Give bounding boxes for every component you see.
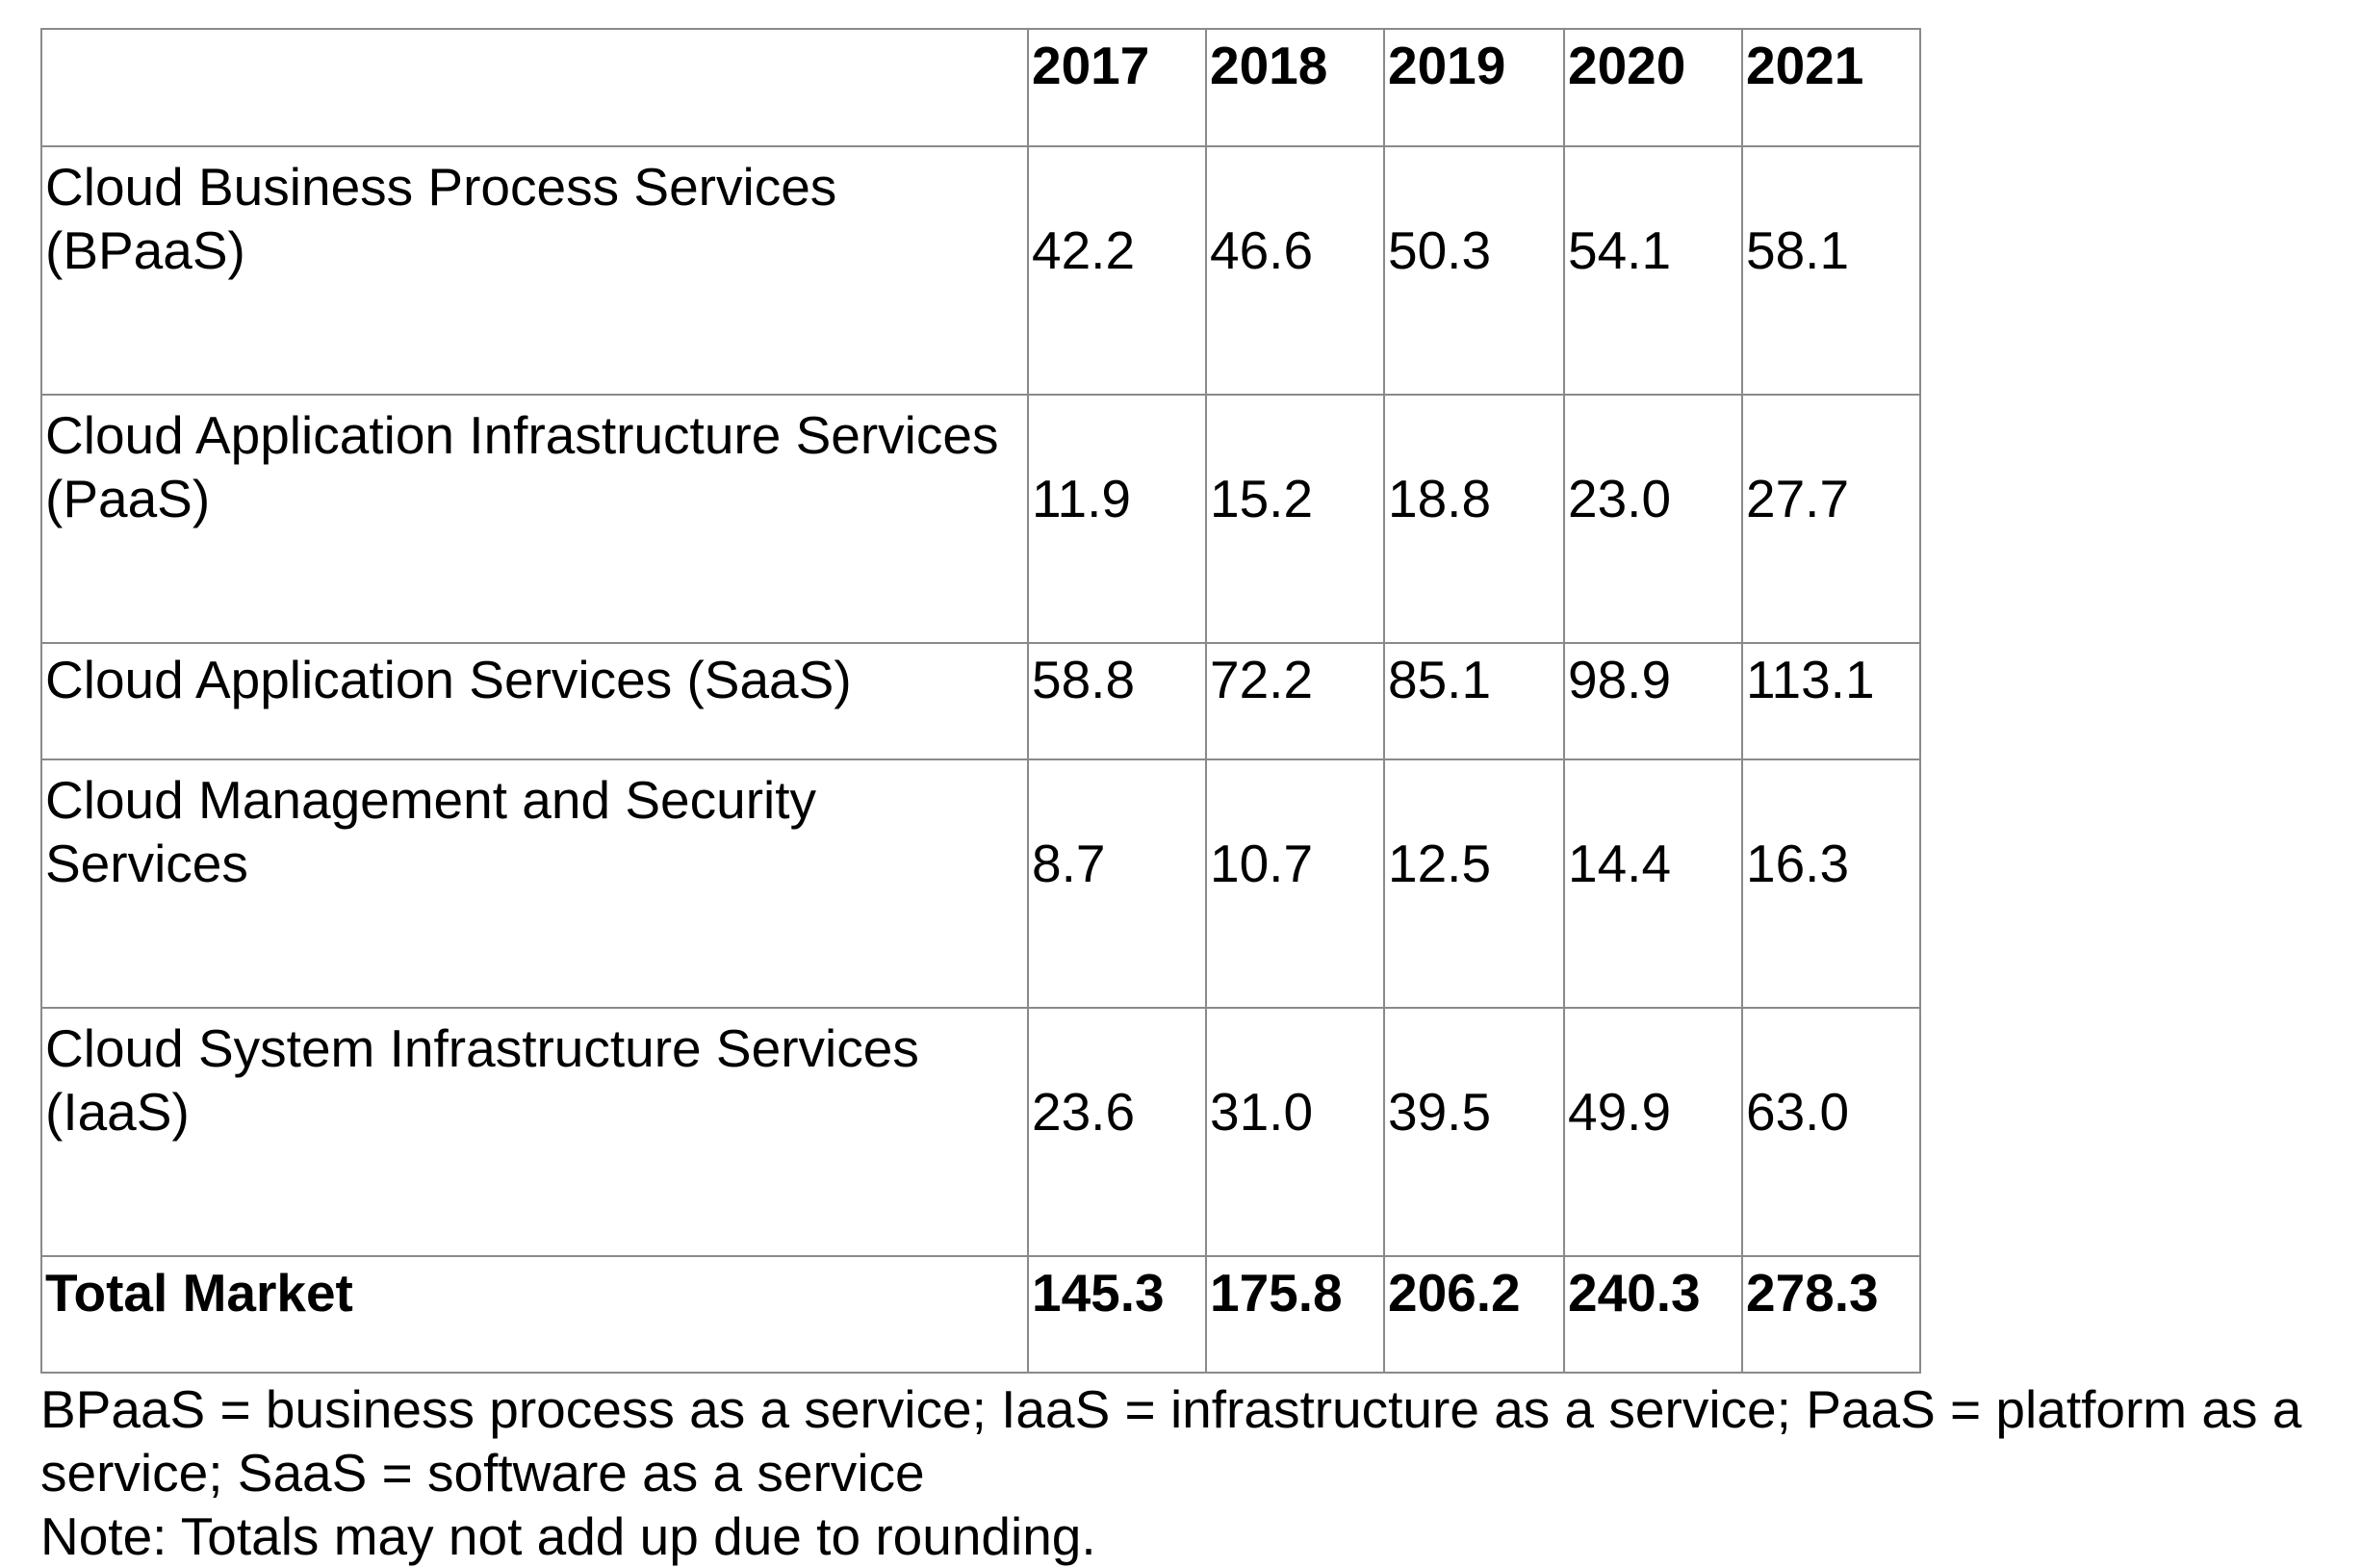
header-year-2020: 2020 — [1563, 28, 1743, 147]
row-label-paas: Cloud Application Infrastructure Service… — [40, 394, 1029, 644]
cell-saas-2020: 98.9 — [1563, 642, 1743, 760]
cell-paas-2020: 23.0 — [1563, 394, 1743, 644]
cell-management-2017: 8.7 — [1027, 758, 1207, 1009]
cell-iaas-2020: 49.9 — [1563, 1007, 1743, 1257]
cell-iaas-2019: 39.5 — [1383, 1007, 1565, 1257]
cell-bpaas-2019: 50.3 — [1383, 145, 1565, 396]
cell-iaas-2018: 31.0 — [1205, 1007, 1385, 1257]
cell-paas-2019: 18.8 — [1383, 394, 1565, 644]
cell-total-2019: 206.2 — [1383, 1255, 1565, 1374]
row-label-management-security: Cloud Management and Security Services — [40, 758, 1029, 1009]
cell-total-2020: 240.3 — [1563, 1255, 1743, 1374]
header-year-2019: 2019 — [1383, 28, 1565, 147]
cell-saas-2021: 113.1 — [1741, 642, 1921, 760]
document: 2017 2018 2019 2020 2021 Cloud Business … — [40, 28, 2331, 1568]
table-row-total-market: Total Market 145.3 175.8 206.2 240.3 278… — [40, 1255, 1921, 1374]
abbreviations-note: BPaaS = business process as a service; I… — [40, 1379, 2302, 1503]
table-row-paas: Cloud Application Infrastructure Service… — [40, 394, 1921, 644]
cell-bpaas-2021: 58.1 — [1741, 145, 1921, 396]
cell-iaas-2021: 63.0 — [1741, 1007, 1921, 1257]
cell-saas-2018: 72.2 — [1205, 642, 1385, 760]
table-row-saas: Cloud Application Services (SaaS) 58.8 7… — [40, 642, 1921, 760]
header-year-2021: 2021 — [1741, 28, 1921, 147]
cell-iaas-2017: 23.6 — [1027, 1007, 1207, 1257]
table-row-iaas: Cloud System Infrastructure Services (Ia… — [40, 1007, 1921, 1257]
header-year-2017: 2017 — [1027, 28, 1207, 147]
cell-total-2017: 145.3 — [1027, 1255, 1207, 1374]
header-corner-cell — [40, 28, 1029, 147]
cell-saas-2017: 58.8 — [1027, 642, 1207, 760]
market-forecast-table: 2017 2018 2019 2020 2021 Cloud Business … — [40, 28, 1921, 1374]
header-row: 2017 2018 2019 2020 2021 — [40, 28, 1921, 147]
cell-bpaas-2018: 46.6 — [1205, 145, 1385, 396]
rounding-note: Note: Totals may not add up due to round… — [40, 1506, 1096, 1566]
cell-bpaas-2017: 42.2 — [1027, 145, 1207, 396]
row-label-saas: Cloud Application Services (SaaS) — [40, 642, 1029, 760]
row-label-total-market: Total Market — [40, 1255, 1029, 1374]
header-year-2018: 2018 — [1205, 28, 1385, 147]
cell-paas-2017: 11.9 — [1027, 394, 1207, 644]
cell-total-2018: 175.8 — [1205, 1255, 1385, 1374]
row-label-bpaas: Cloud Business Process Services (BPaaS) — [40, 145, 1029, 396]
cell-management-2018: 10.7 — [1205, 758, 1385, 1009]
cell-total-2021: 278.3 — [1741, 1255, 1921, 1374]
cell-management-2021: 16.3 — [1741, 758, 1921, 1009]
cell-management-2019: 12.5 — [1383, 758, 1565, 1009]
cell-saas-2019: 85.1 — [1383, 642, 1565, 760]
table-row-bpaas: Cloud Business Process Services (BPaaS) … — [40, 145, 1921, 396]
table-row-management-security: Cloud Management and Security Services 8… — [40, 758, 1921, 1009]
cell-management-2020: 14.4 — [1563, 758, 1743, 1009]
table-footnotes: BPaaS = business process as a service; I… — [40, 1377, 2350, 1568]
cell-paas-2021: 27.7 — [1741, 394, 1921, 644]
cell-paas-2018: 15.2 — [1205, 394, 1385, 644]
cell-bpaas-2020: 54.1 — [1563, 145, 1743, 396]
row-label-iaas: Cloud System Infrastructure Services (Ia… — [40, 1007, 1029, 1257]
